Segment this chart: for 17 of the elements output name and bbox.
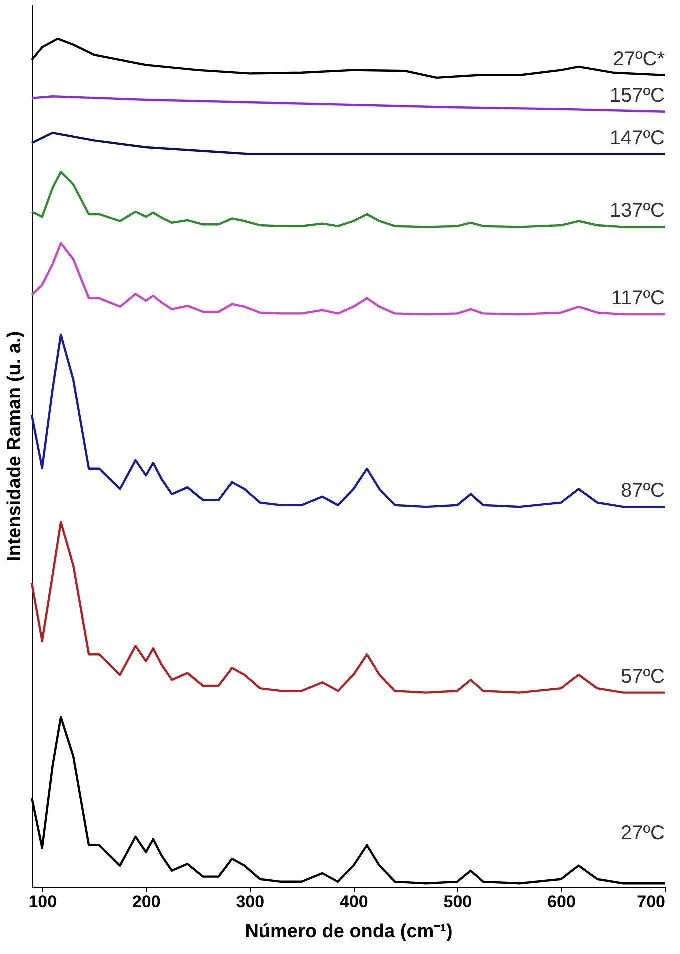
x-tick-label: 600 [548, 892, 576, 912]
series-label: 27ºC* [613, 48, 666, 70]
x-tick-label: 400 [340, 892, 368, 912]
series-label: 117ºC [611, 288, 665, 310]
x-tick-label: 100 [28, 892, 58, 912]
x-tick-label: 200 [132, 892, 161, 912]
x-tick-label: 700 [637, 892, 666, 912]
series-label: 157ºC [610, 84, 665, 107]
x-tick-label: 300 [236, 892, 265, 912]
x-tick-label: 500 [444, 892, 472, 912]
series-label: 137ºC [610, 200, 665, 222]
series-label: 27ºC [621, 822, 665, 845]
series-label: 147ºC [610, 127, 665, 150]
series-label: 87ºC [621, 480, 665, 502]
series-label: 57ºC [621, 666, 665, 688]
y-axis-title: Intensidade Raman (u. a.) [4, 331, 26, 562]
x-axis-title: Número de onda (cm⁻¹) [245, 922, 453, 942]
